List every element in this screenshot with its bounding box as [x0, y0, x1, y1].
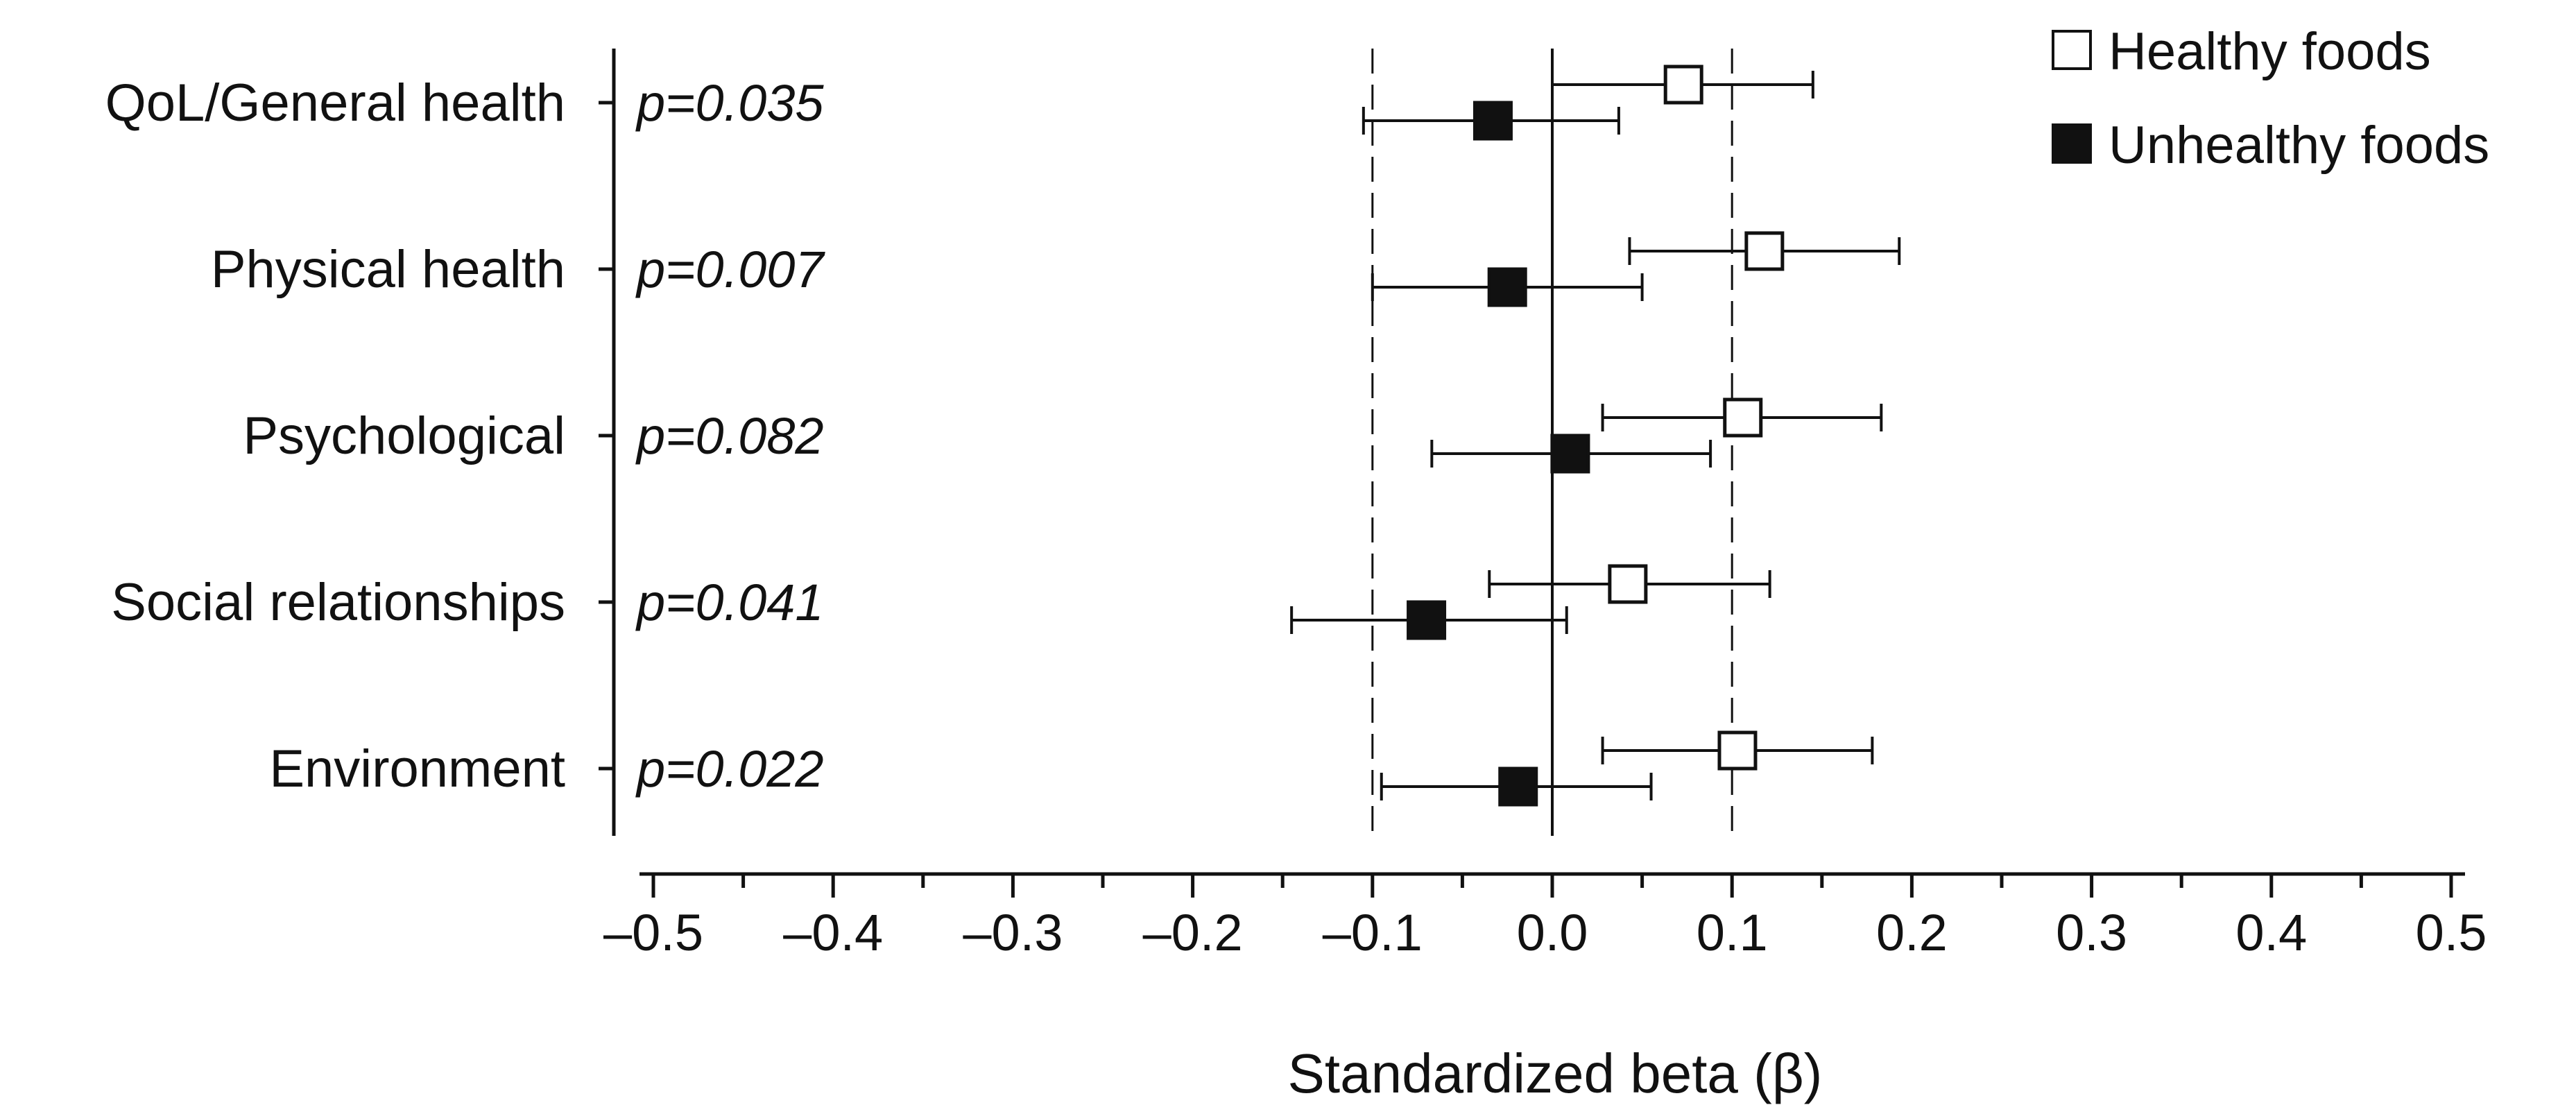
- p-value-label: p=0.082: [635, 407, 824, 465]
- category-label: Psychological: [243, 406, 565, 465]
- p-value-label: p=0.022: [635, 740, 824, 798]
- category-label: QoL/General health: [105, 74, 565, 132]
- x-tick-label: 0.4: [2235, 904, 2307, 961]
- p-value-label: p=0.007: [635, 241, 825, 298]
- legend: Healthy foods Unhealthy foods: [2052, 22, 2489, 175]
- x-tick-label: 0.1: [1697, 904, 1768, 961]
- healthy-estimate-marker: [1723, 397, 1763, 438]
- unhealthy-estimate-marker: [1487, 267, 1527, 307]
- x-tick-label: 0.0: [1517, 904, 1588, 961]
- healthy-estimate-marker: [1744, 231, 1785, 271]
- x-tick-label: 0.2: [1876, 904, 1948, 961]
- x-tick-label: 0.3: [2056, 904, 2127, 961]
- unhealthy-estimate-marker: [1550, 434, 1590, 474]
- healthy-estimate-marker: [1717, 730, 1758, 771]
- unhealthy-estimate-marker: [1498, 766, 1538, 807]
- legend-healthy-swatch: [2052, 30, 2092, 70]
- x-tick-label: –0.4: [783, 904, 883, 961]
- healthy-estimate-marker: [1608, 564, 1648, 604]
- legend-healthy-label: Healthy foods: [2109, 22, 2431, 81]
- legend-unhealthy-label: Unhealthy foods: [2109, 116, 2489, 175]
- x-tick-label: –0.5: [603, 904, 703, 961]
- unhealthy-estimate-marker: [1407, 600, 1447, 640]
- x-axis-title: Standardized beta (β): [1288, 1043, 1823, 1104]
- x-tick-label: –0.1: [1323, 904, 1423, 961]
- x-tick-label: 0.5: [2416, 904, 2487, 961]
- unhealthy-estimate-marker: [1472, 101, 1513, 141]
- x-tick-label: –0.2: [1143, 904, 1243, 961]
- category-label: Environment: [269, 739, 565, 798]
- category-label: Social relationships: [111, 573, 565, 632]
- category-label: Physical health: [211, 240, 565, 299]
- p-value-label: p=0.041: [635, 574, 824, 631]
- plot-area: QoL/General health p=0.035 Physical health…: [105, 49, 2487, 961]
- p-value-label: p=0.035: [635, 74, 824, 132]
- x-tick-label: –0.3: [963, 904, 1063, 961]
- healthy-estimate-marker: [1663, 65, 1703, 105]
- legend-unhealthy-swatch: [2052, 123, 2092, 164]
